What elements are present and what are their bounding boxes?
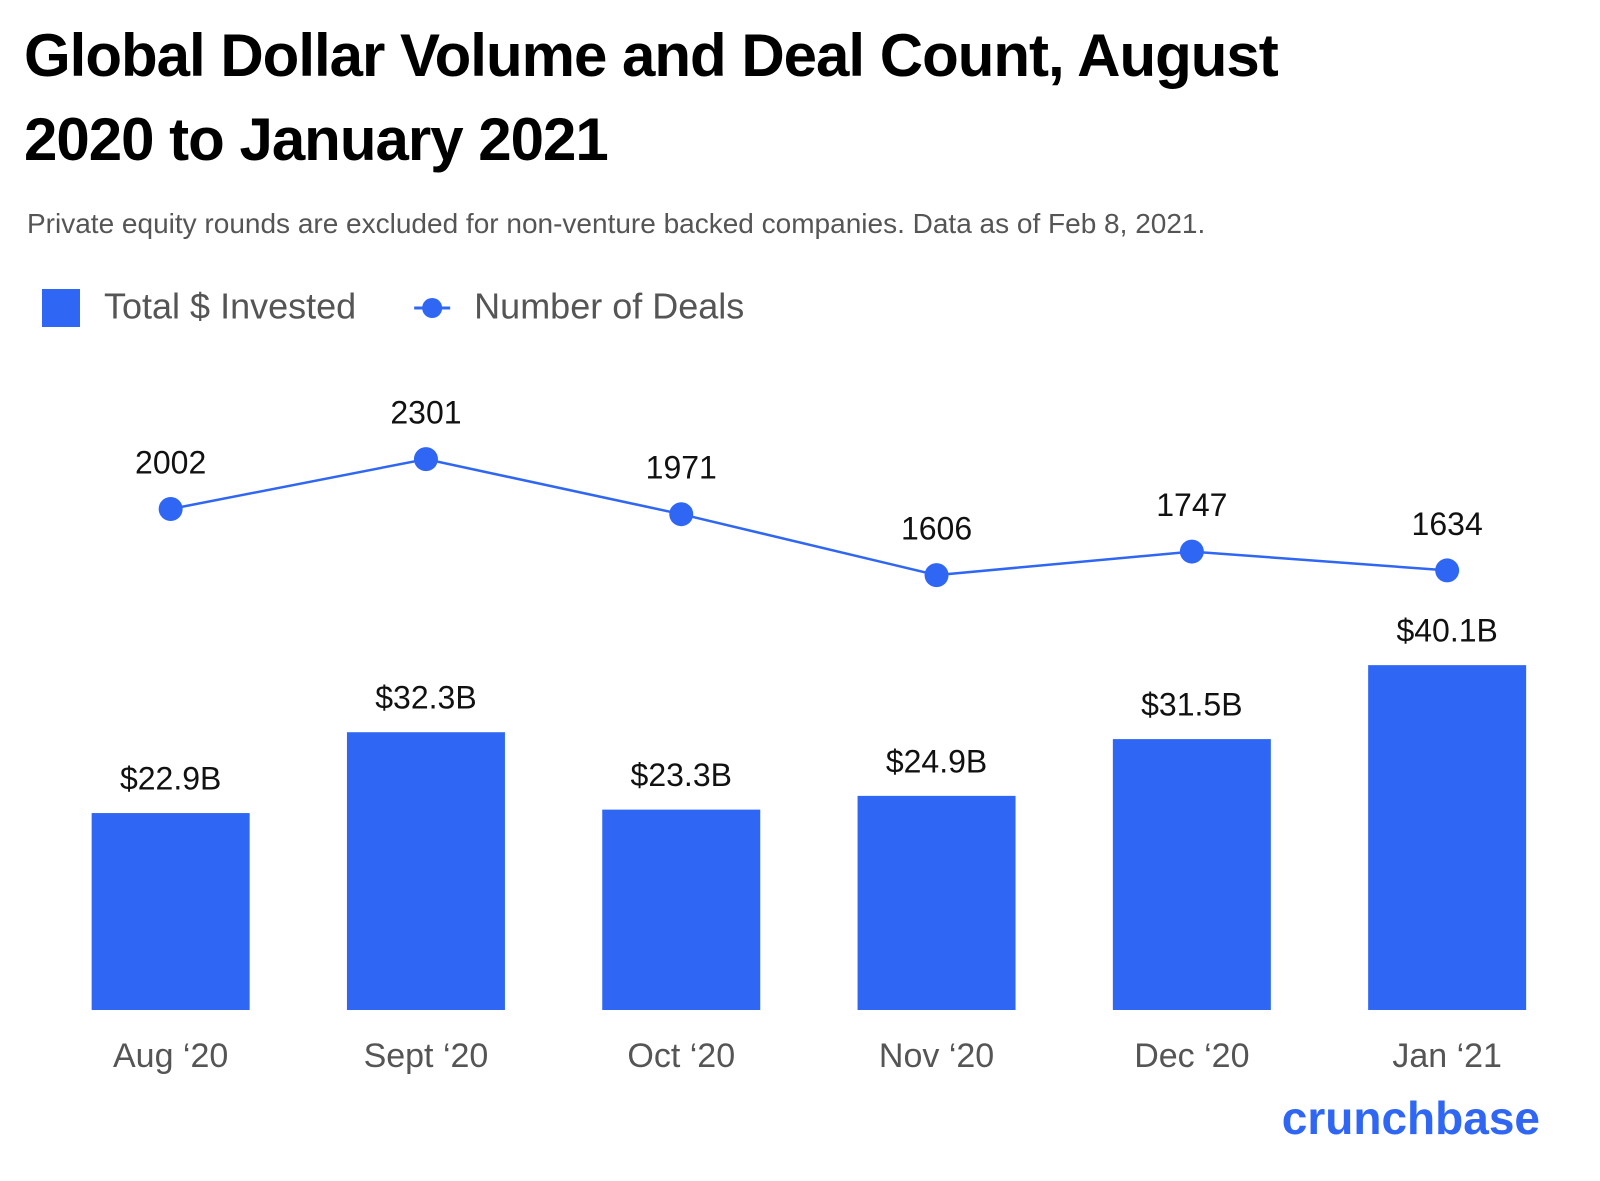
point bbox=[413, 447, 438, 472]
legend-label: Number of Deals bbox=[474, 286, 744, 327]
value-label: 1606 bbox=[901, 511, 972, 547]
bar bbox=[857, 795, 1016, 1010]
legend-label: Total $ Invested bbox=[104, 286, 356, 327]
x-tick-label: Jan ‘21 bbox=[1392, 1037, 1502, 1075]
value-label: $22.9B bbox=[120, 761, 221, 797]
x-tick-label: Oct ‘20 bbox=[627, 1037, 735, 1075]
line bbox=[170, 457, 1448, 577]
bar bbox=[91, 813, 250, 1010]
x-tick-label: Aug ‘20 bbox=[113, 1037, 228, 1075]
brand: crunchbase bbox=[1282, 1092, 1540, 1144]
legend-swatch bbox=[42, 289, 80, 327]
value-label: $31.5B bbox=[1141, 687, 1242, 723]
point bbox=[1435, 558, 1460, 583]
x-tick-label: Sept ‘20 bbox=[364, 1037, 489, 1075]
x-tick-label: Nov ‘20 bbox=[879, 1037, 994, 1075]
point bbox=[924, 563, 949, 588]
bar bbox=[1368, 665, 1527, 1010]
chart-title: Global Dollar Volume and Deal Count, Aug… bbox=[24, 22, 1279, 173]
value-label: $32.3B bbox=[375, 680, 476, 716]
chart-subtitle: Private equity rounds are excluded for n… bbox=[27, 208, 1206, 239]
value-label: 1747 bbox=[1156, 487, 1227, 523]
legend-marker bbox=[422, 298, 443, 318]
point bbox=[669, 502, 694, 527]
bar bbox=[346, 732, 505, 1010]
value-label: 1634 bbox=[1412, 506, 1483, 542]
value-label: $40.1B bbox=[1396, 613, 1497, 649]
bar bbox=[602, 809, 761, 1010]
value-label: $24.9B bbox=[886, 743, 987, 779]
x-tick-label: Dec ‘20 bbox=[1134, 1037, 1249, 1075]
value-label: 2301 bbox=[390, 395, 461, 431]
point bbox=[1179, 539, 1204, 564]
bar bbox=[1112, 739, 1271, 1010]
value-label: 1971 bbox=[646, 450, 717, 486]
value-label: $23.3B bbox=[631, 757, 732, 793]
value-label: 2002 bbox=[135, 444, 206, 480]
point bbox=[158, 497, 183, 522]
